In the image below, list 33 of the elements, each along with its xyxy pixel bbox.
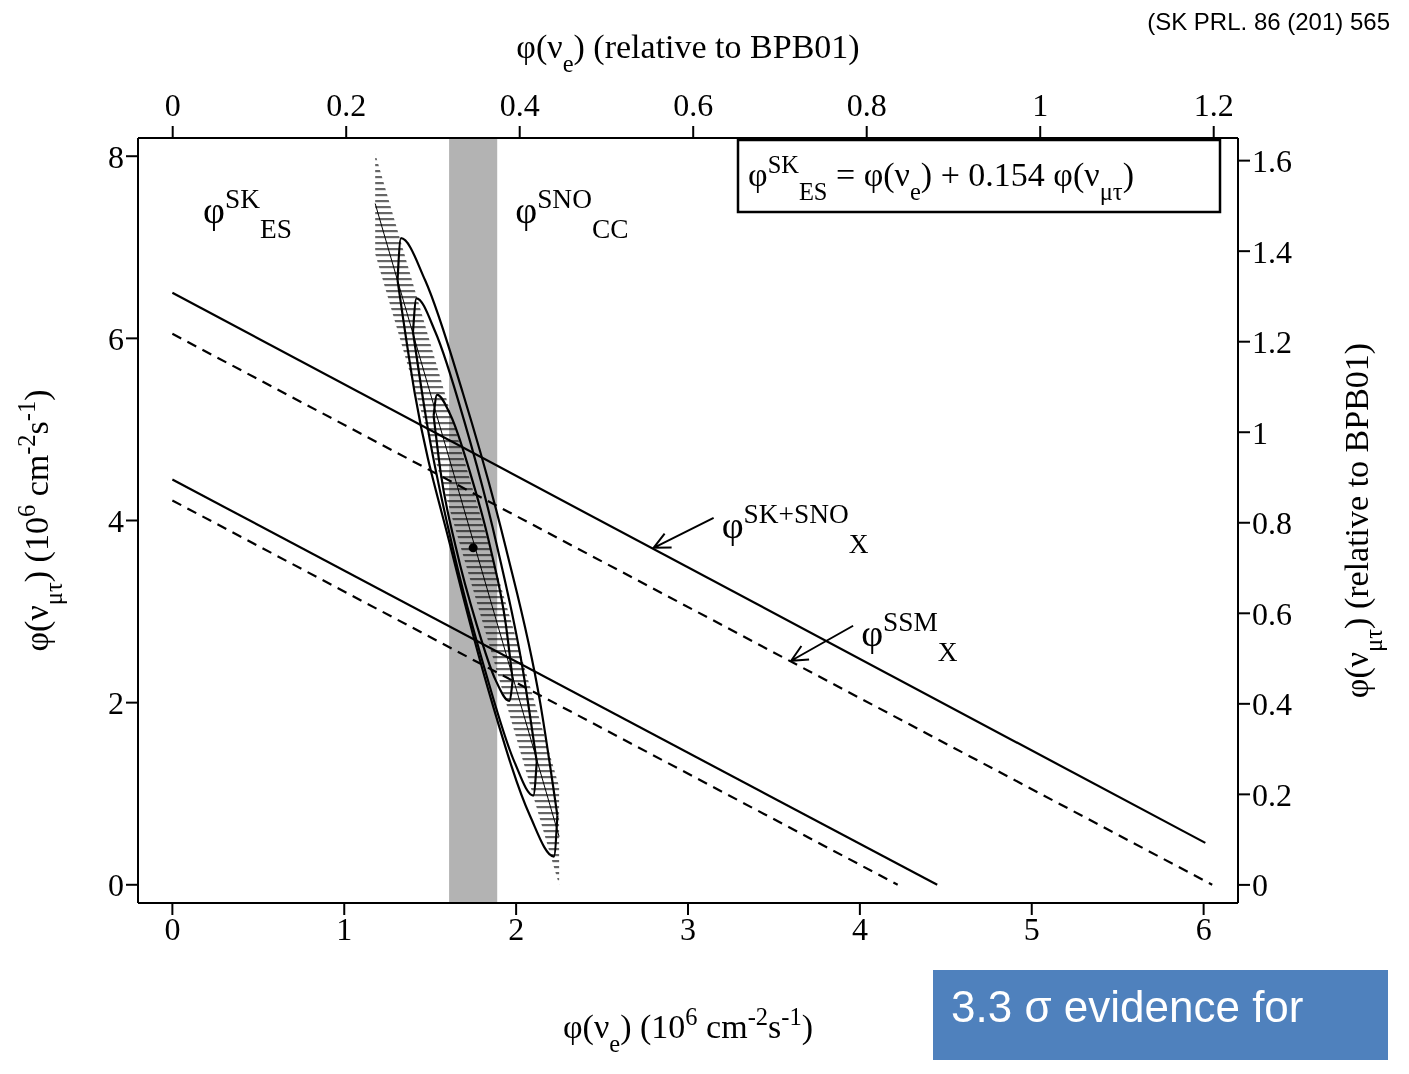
y-tick-label: 6 <box>108 320 124 357</box>
y-tick-label: 8 <box>108 138 124 175</box>
x2-tick-label: 0 <box>164 87 181 123</box>
x2-tick-label: 0.6 <box>673 87 714 123</box>
x-tick-label: 1 <box>336 910 353 947</box>
y2-tick-label: 0.6 <box>1252 595 1292 632</box>
y2-tick-label: 1 <box>1252 414 1268 451</box>
x-tick-label: 2 <box>508 910 525 947</box>
y2-tick-label: 0.8 <box>1252 505 1292 542</box>
y-tick-label: 0 <box>108 867 124 904</box>
x-tick-label: 5 <box>1023 910 1040 947</box>
text: 3.3 σ evidence for <box>933 970 1388 1060</box>
x2-axis-title: φ(ν$_{e}$) (relative to BPB01) <box>516 28 860 77</box>
x-tick-label: 3 <box>680 910 696 947</box>
x2-tick-label: 1 <box>1032 87 1049 123</box>
y2-tick-label: 0.4 <box>1252 686 1292 723</box>
y-tick-label: 4 <box>108 502 124 539</box>
y2-tick-label: 0.2 <box>1252 776 1292 813</box>
y-tick-label: 2 <box>108 685 124 721</box>
y2-tick-label: 1.2 <box>1252 324 1292 361</box>
annotation: φ$^{SK}$$_{ES}$ = φ(ν$_{e}$) + 0.154 φ(ν$_{μτ}$) <box>748 150 1134 205</box>
x2-tick-label: 0.8 <box>846 87 887 123</box>
x-tick-label: 6 <box>1195 910 1212 947</box>
x2-tick-label: 1.2 <box>1193 87 1234 123</box>
x2-tick-label: 0.2 <box>326 87 367 123</box>
y2-tick-label: 1.4 <box>1252 233 1292 270</box>
text: φ(ν$_{e}$) (10$^{6}$ cm$^{-2}$s$^{-1}$) <box>563 1002 813 1057</box>
y2-tick-label: 0 <box>1252 867 1268 904</box>
x-tick-label: 4 <box>851 910 868 947</box>
y2-tick-label: 1.6 <box>1252 142 1292 179</box>
x2-tick-label: 0.4 <box>499 87 540 123</box>
x-tick-label: 0 <box>164 910 181 947</box>
text: (SK PRL. 86 (201) 565 <box>1147 8 1390 35</box>
